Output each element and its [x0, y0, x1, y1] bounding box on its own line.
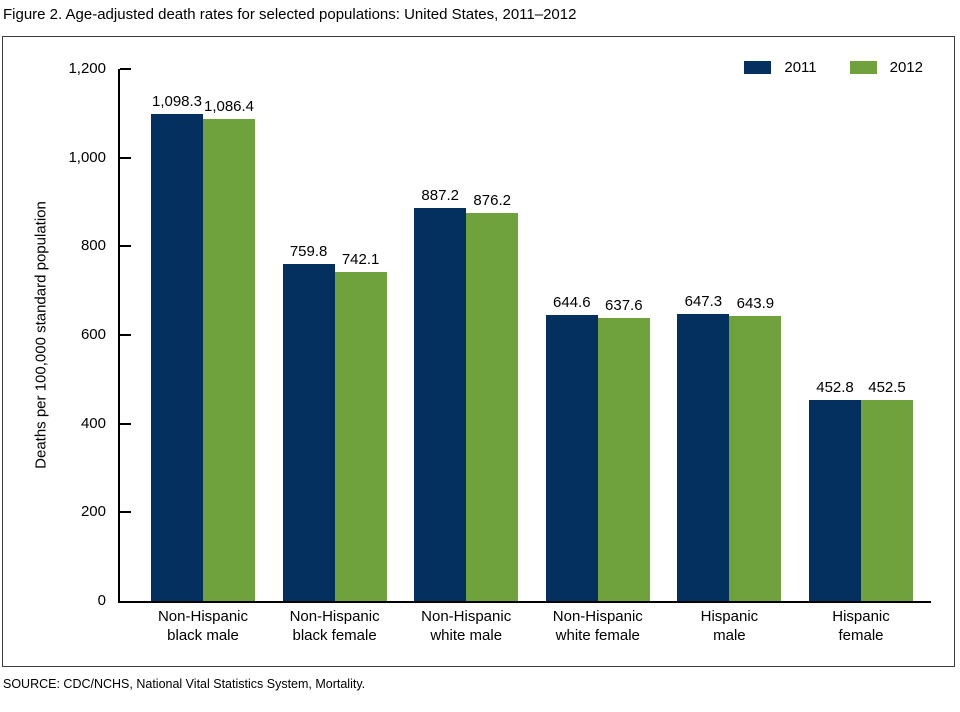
y-tick-600 — [120, 334, 131, 336]
legend-label-2011: 2011 — [784, 59, 817, 76]
legend-swatch-2012 — [849, 61, 877, 74]
value-label-2012-3: 637.6 — [605, 297, 643, 315]
legend-item-2012: 2012 — [849, 59, 923, 76]
bar-2012-2 — [466, 212, 519, 601]
value-label-2011-0: 1,098.3 — [151, 93, 203, 111]
y-tick-label-600: 600 — [80, 326, 106, 343]
bar-2012-1 — [334, 272, 387, 601]
value-label-2011-4: 647.3 — [684, 293, 723, 311]
legend-swatch-2011 — [744, 61, 772, 74]
bar-2012-4 — [729, 315, 782, 601]
y-tick-label-1,200: 1,200 — [68, 60, 106, 77]
bar-2012-5 — [861, 400, 913, 601]
value-label-2012-1: 742.1 — [341, 251, 380, 268]
bar-2012-3 — [597, 318, 650, 601]
plot-area: 0 200 400 600 800 1,000 1,200 1,098.3 759.8 887.2… — [3, 37, 954, 666]
y-tick-400 — [120, 422, 131, 425]
value-label-2011-3: 644.6 — [553, 294, 591, 312]
value-label-2011-5: 452.8 — [816, 379, 854, 397]
value-label-2012-5: 452.5 — [868, 379, 906, 397]
bar-2012-0 — [203, 119, 255, 601]
bar-2011-5 — [809, 400, 861, 601]
value-label-2012-4: 643.9 — [736, 294, 775, 312]
chart-area: 2011 2012 Deaths per 100,000 standard po… — [2, 36, 955, 667]
y-tick-label-1,000: 1,000 — [68, 148, 106, 166]
bar-2011-1 — [282, 264, 335, 601]
y-tick-200 — [120, 511, 131, 514]
x-category-label-3: Non-Hispanic white female — [552, 608, 643, 644]
x-category-label-4: Hispanic male — [700, 608, 759, 644]
figure-title: Figure 2. Age-adjusted death rates for s… — [3, 6, 577, 23]
y-tick-1,000 — [120, 156, 131, 159]
bar-2011-3 — [545, 315, 598, 601]
legend-label-2012: 2012 — [889, 59, 923, 76]
legend: 2011 2012 — [744, 59, 923, 76]
bar-2011-4 — [677, 314, 730, 601]
x-category-label-2: Non-Hispanic white male — [421, 608, 512, 644]
x-category-label-1: Non-Hispanic black female — [289, 608, 380, 644]
bar-2011-2 — [414, 207, 467, 601]
value-label-2012-2: 876.2 — [473, 191, 511, 209]
y-axis-line — [118, 69, 120, 603]
y-tick-label-400: 400 — [80, 414, 106, 432]
y-tick-1,200 — [120, 68, 131, 70]
bar-2011-0 — [151, 114, 203, 601]
x-category-label-5: Hispanic female — [832, 608, 890, 644]
value-label-2012-0: 1,086.4 — [203, 98, 255, 116]
y-tick-label-200: 200 — [80, 503, 106, 521]
source-note: SOURCE: CDC/NCHS, National Vital Statist… — [3, 677, 366, 691]
y-tick-label-800: 800 — [80, 237, 106, 255]
y-tick-800 — [120, 245, 131, 248]
x-category-label-0: Non-Hispanic black male — [157, 608, 249, 644]
legend-item-2011: 2011 — [744, 59, 817, 76]
y-tick-label-0: 0 — [97, 592, 106, 609]
x-axis-line — [118, 601, 931, 603]
value-label-2011-1: 759.8 — [289, 243, 328, 261]
value-label-2011-2: 887.2 — [421, 186, 459, 204]
